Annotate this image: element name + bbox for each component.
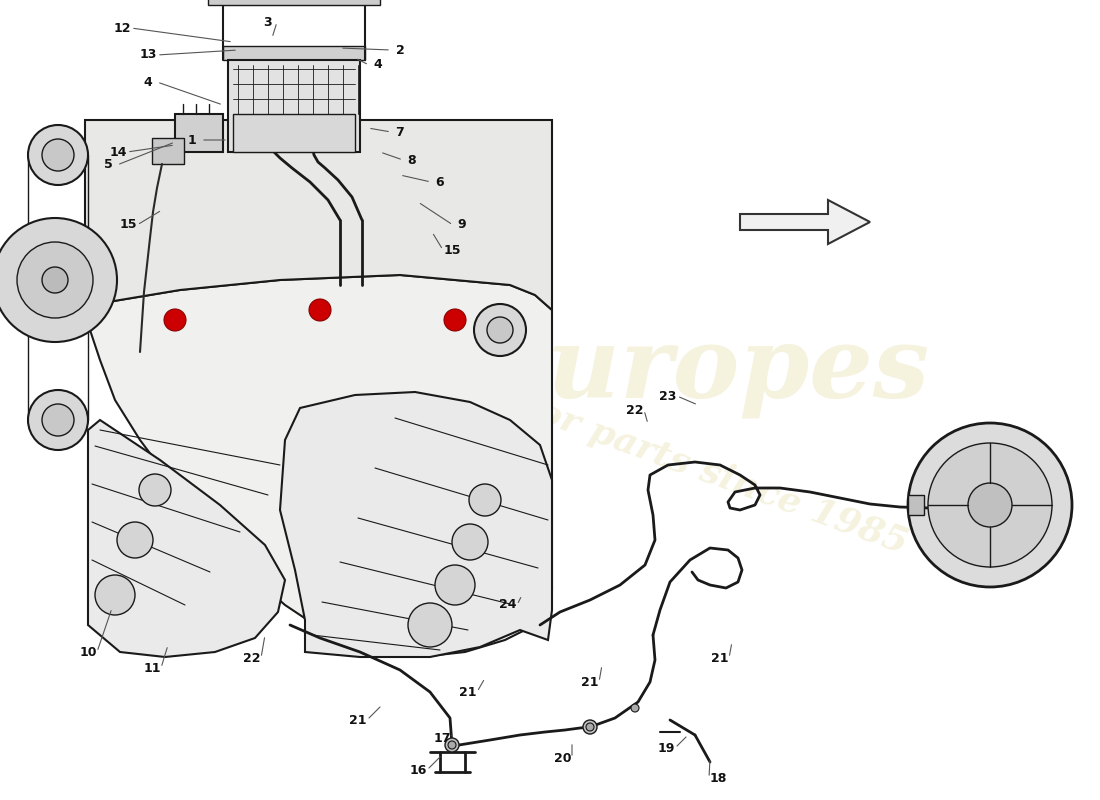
- Circle shape: [0, 218, 117, 342]
- Circle shape: [928, 443, 1052, 567]
- Circle shape: [908, 423, 1072, 587]
- Circle shape: [631, 704, 639, 712]
- Circle shape: [117, 522, 153, 558]
- Text: 2: 2: [396, 43, 405, 57]
- Text: 22: 22: [626, 403, 644, 417]
- Text: 9: 9: [458, 218, 466, 231]
- Text: 21: 21: [350, 714, 366, 726]
- Circle shape: [452, 524, 488, 560]
- Text: 21: 21: [712, 651, 728, 665]
- Polygon shape: [740, 200, 870, 244]
- Bar: [228, 60, 360, 152]
- Polygon shape: [85, 275, 552, 657]
- Text: 21: 21: [460, 686, 476, 698]
- Text: 10: 10: [79, 646, 97, 658]
- Text: 21: 21: [581, 675, 598, 689]
- Text: 16: 16: [409, 763, 427, 777]
- Text: 20: 20: [554, 751, 572, 765]
- Text: 11: 11: [143, 662, 161, 674]
- Circle shape: [434, 565, 475, 605]
- Text: 23: 23: [659, 390, 676, 402]
- Text: 15: 15: [443, 243, 461, 257]
- Bar: [233, 114, 355, 152]
- Polygon shape: [85, 120, 552, 310]
- Text: 4: 4: [144, 75, 153, 89]
- Circle shape: [309, 299, 331, 321]
- Circle shape: [42, 404, 74, 436]
- Bar: [223, 46, 365, 60]
- Text: Europes: Europes: [471, 322, 930, 418]
- Circle shape: [408, 603, 452, 647]
- Circle shape: [139, 474, 170, 506]
- Circle shape: [469, 484, 500, 516]
- Text: 6: 6: [436, 175, 444, 189]
- Circle shape: [446, 738, 459, 752]
- Text: 22: 22: [243, 651, 261, 665]
- Circle shape: [968, 483, 1012, 527]
- Text: 19: 19: [658, 742, 674, 754]
- Bar: [208, 0, 380, 5]
- Circle shape: [586, 723, 594, 731]
- Circle shape: [448, 741, 456, 749]
- Text: 8: 8: [408, 154, 416, 166]
- Bar: [908, 495, 924, 515]
- Circle shape: [444, 309, 466, 331]
- Circle shape: [42, 267, 68, 293]
- Text: 3: 3: [264, 15, 273, 29]
- Circle shape: [487, 317, 513, 343]
- Text: 24: 24: [499, 598, 517, 611]
- Circle shape: [164, 309, 186, 331]
- Circle shape: [474, 304, 526, 356]
- Bar: [175, 114, 223, 152]
- Text: 17: 17: [433, 731, 451, 745]
- Circle shape: [42, 139, 74, 171]
- Text: 18: 18: [710, 771, 727, 785]
- Circle shape: [583, 720, 597, 734]
- Bar: [152, 138, 184, 164]
- Polygon shape: [88, 420, 285, 657]
- Circle shape: [95, 575, 135, 615]
- Circle shape: [28, 390, 88, 450]
- Text: a passion for parts since 1985: a passion for parts since 1985: [328, 320, 912, 560]
- Polygon shape: [280, 392, 552, 657]
- Text: 5: 5: [103, 158, 112, 171]
- Text: 15: 15: [119, 218, 136, 231]
- Circle shape: [28, 125, 88, 185]
- Text: 7: 7: [396, 126, 405, 138]
- Text: 12: 12: [113, 22, 131, 34]
- Text: 4: 4: [374, 58, 383, 71]
- Text: 13: 13: [140, 49, 156, 62]
- Text: 1: 1: [188, 134, 197, 146]
- Text: 14: 14: [109, 146, 126, 158]
- Circle shape: [16, 242, 94, 318]
